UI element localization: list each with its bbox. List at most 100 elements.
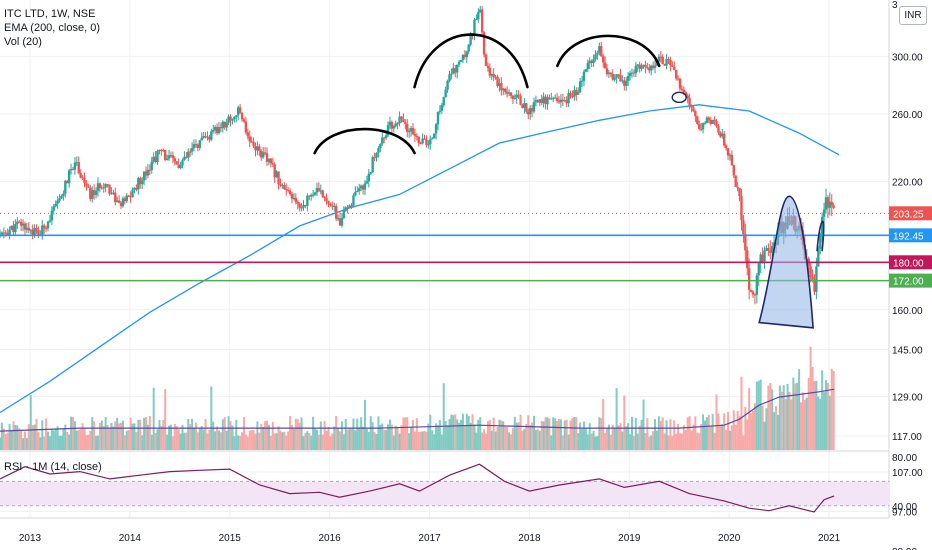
volume-bar xyxy=(411,419,414,450)
candle-body xyxy=(701,123,705,130)
volume-bar xyxy=(181,424,184,450)
volume-bar xyxy=(56,426,59,450)
candle-body xyxy=(505,91,509,94)
annotations[interactable] xyxy=(313,33,825,329)
volume-bar xyxy=(171,436,174,450)
volume-bar xyxy=(531,422,534,450)
candle-body xyxy=(673,66,676,70)
symbol-title[interactable]: ITC LTD, 1W, NSE xyxy=(4,8,96,20)
volume-bar xyxy=(473,424,476,450)
candle-body xyxy=(162,149,165,151)
volume-bar xyxy=(196,432,199,450)
candle-body xyxy=(521,104,524,109)
candle-body xyxy=(603,62,607,69)
volume-bar xyxy=(671,435,674,450)
volume-bar xyxy=(719,424,722,450)
candle-body xyxy=(225,122,228,128)
candle-body xyxy=(56,200,59,204)
candle-body xyxy=(500,83,503,91)
volume-bar xyxy=(250,430,253,450)
candle-body xyxy=(384,135,388,138)
candle-body xyxy=(400,116,403,120)
volume-bar xyxy=(346,429,349,450)
candle-body xyxy=(91,190,94,199)
volume-bar xyxy=(350,429,353,450)
volume-bar xyxy=(362,426,365,450)
volume-bar xyxy=(705,416,708,450)
candle-body xyxy=(344,207,347,211)
candle-body xyxy=(648,67,651,71)
candle-body xyxy=(392,126,395,129)
candle-body xyxy=(233,116,236,120)
volume-bar xyxy=(494,431,497,450)
candle-body xyxy=(319,190,322,192)
volume-bar xyxy=(289,416,292,450)
candle-body xyxy=(726,148,730,156)
volume-bar xyxy=(48,436,51,450)
candle-body xyxy=(104,184,107,188)
volume-bar xyxy=(435,423,438,450)
volume-bar xyxy=(319,421,322,450)
volume-bar xyxy=(611,424,614,450)
volume-bar xyxy=(2,428,5,450)
volume-bar xyxy=(379,424,382,450)
candle-body xyxy=(665,59,668,66)
candle-body xyxy=(356,190,359,192)
candle-body xyxy=(588,60,591,64)
candle-body xyxy=(304,205,307,207)
candle-body xyxy=(490,73,493,76)
candle-body xyxy=(96,183,100,191)
candle-body xyxy=(263,152,267,154)
volume-bar xyxy=(390,424,393,450)
volume-bar xyxy=(206,433,209,450)
candle-body xyxy=(33,227,36,235)
volume-bar xyxy=(533,415,536,450)
volume-bar xyxy=(204,418,207,450)
candle-body xyxy=(607,72,611,75)
candle-body xyxy=(407,131,411,133)
volume-bar xyxy=(110,422,113,450)
candle-body xyxy=(340,217,344,226)
candle-body xyxy=(619,74,622,82)
volume-bar xyxy=(208,429,211,450)
candle-body xyxy=(213,126,217,131)
candle-body xyxy=(248,136,251,142)
rsi-legend-label[interactable]: RSI · 1M (14, close) xyxy=(4,461,102,473)
time-tick-label: 2016 xyxy=(319,533,342,544)
candle-body xyxy=(223,121,226,128)
drawing-arc-2 xyxy=(413,33,529,89)
volume-bar xyxy=(698,433,701,450)
currency-badge[interactable]: INR xyxy=(899,6,927,25)
candle-body xyxy=(325,198,328,201)
candle-body xyxy=(331,205,334,207)
candle-body xyxy=(352,195,355,206)
volume-bar xyxy=(415,418,418,450)
volume-bar xyxy=(95,435,98,450)
volume-bar xyxy=(335,416,338,450)
volume-bar xyxy=(315,429,318,450)
ema-legend[interactable]: EMA (200, close, 0) xyxy=(4,22,100,34)
volume-bar xyxy=(91,417,94,450)
candle-body xyxy=(703,123,707,125)
volume-bar xyxy=(552,417,555,450)
volume-bar xyxy=(515,422,518,450)
volume-legend[interactable]: Vol (20) xyxy=(4,36,42,48)
candle-body xyxy=(628,73,632,77)
candle-body xyxy=(459,60,463,62)
volume-bar xyxy=(721,424,724,450)
candle-body xyxy=(6,233,9,236)
candle-body xyxy=(221,121,225,129)
rsi-band xyxy=(0,480,889,507)
candle-body xyxy=(467,44,470,52)
volume-bar xyxy=(642,399,645,450)
candle-body xyxy=(394,123,397,127)
candle-body xyxy=(515,94,518,98)
candle-body xyxy=(279,184,282,186)
volume-bar xyxy=(39,437,42,450)
volume-bar xyxy=(321,434,324,450)
horizontal-levels[interactable] xyxy=(0,212,889,282)
volume-bar xyxy=(763,421,766,450)
volume-bar xyxy=(363,399,366,450)
